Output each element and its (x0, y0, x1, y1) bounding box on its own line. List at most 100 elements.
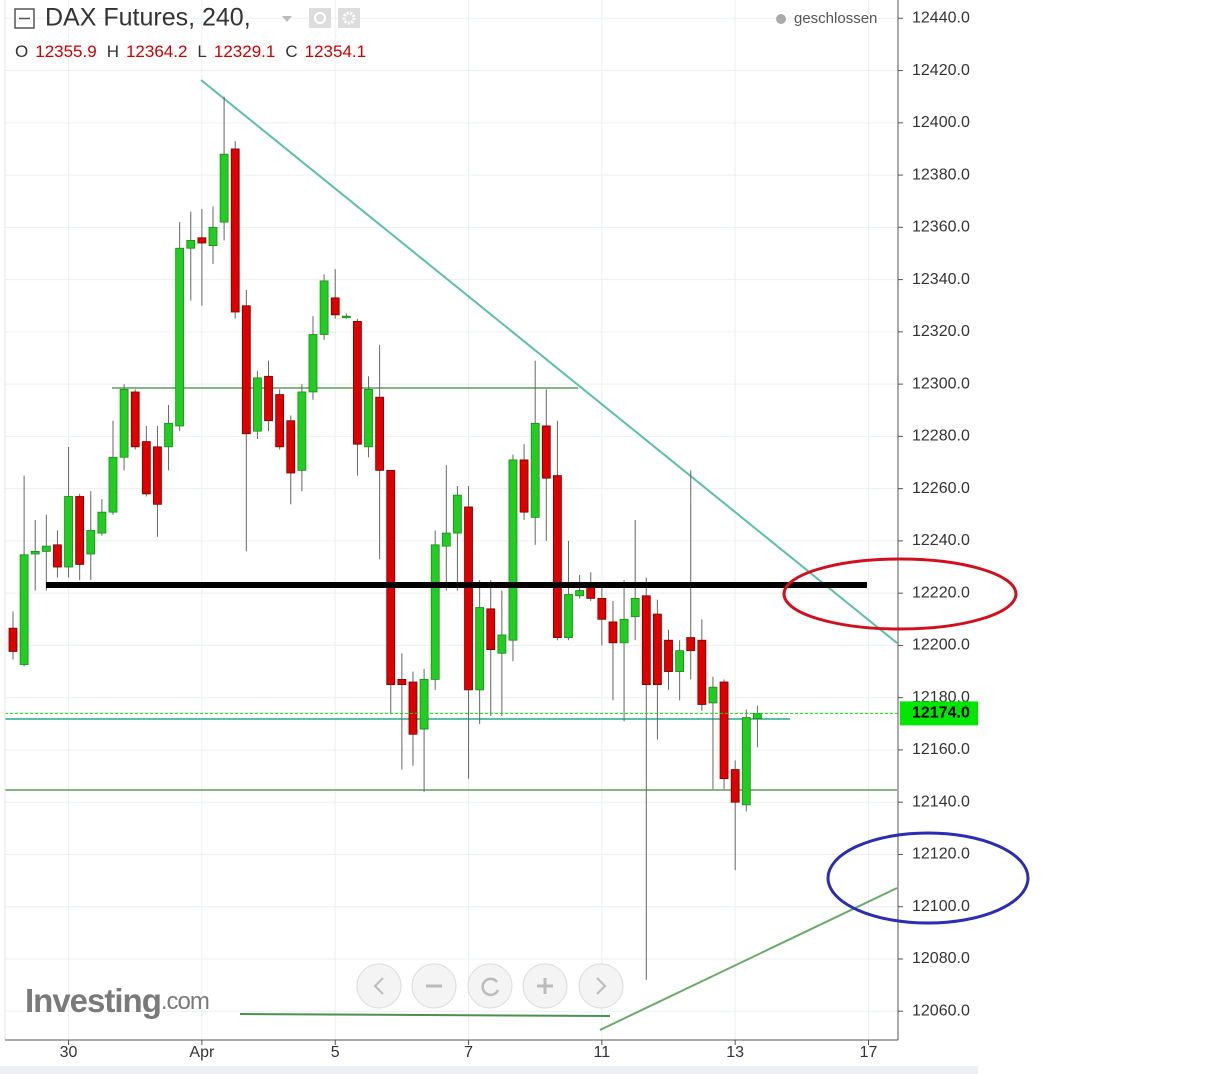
candle-body (697, 639, 707, 705)
candle-body (86, 530, 96, 555)
icon (537, 978, 553, 994)
candle-body (719, 681, 729, 780)
candle-body (164, 422, 173, 448)
y-tick-label: 12100.0 (912, 898, 970, 915)
candle-body (553, 475, 562, 638)
icon (373, 977, 384, 995)
candle-body (397, 678, 407, 686)
y-tick-label: 12440.0 (912, 10, 970, 27)
candle-body (297, 391, 307, 471)
chart-title: DAX Futures, 240, (45, 4, 251, 32)
ohlc-value: 12355.9 (35, 42, 96, 61)
y-tick-label: 12120.0 (912, 846, 970, 863)
candle-body (153, 446, 162, 505)
candle-body (641, 595, 651, 686)
x-tick-label: 17 (860, 1044, 878, 1061)
ohlc-values: O 12355.9 H 12364.2 L 12329.1 C 12354.1 (15, 42, 366, 61)
candle-body (519, 459, 529, 513)
candle-body (475, 607, 485, 691)
brand: Investing (25, 982, 161, 1019)
candle-body (64, 496, 73, 568)
candle-body (508, 459, 518, 641)
scroll-right-button[interactable] (578, 963, 624, 1009)
candle-body (8, 627, 18, 652)
scroll-left-button[interactable] (356, 963, 402, 1009)
grid (5, 0, 898, 1040)
candle-body (530, 422, 540, 518)
ohlc-value: 12329.1 (214, 42, 275, 61)
candle-body (208, 226, 218, 247)
settings-button[interactable] (338, 8, 360, 28)
candle-body (253, 377, 262, 432)
candle-body (686, 637, 696, 652)
candle-body (408, 681, 418, 735)
bottom-strip (0, 1066, 978, 1074)
candle-body (175, 247, 185, 427)
y-tick-label: 12300.0 (912, 375, 970, 392)
candle-body (497, 634, 507, 654)
y-tick-label: 12140.0 (912, 793, 970, 810)
y-tick-label: 12420.0 (912, 62, 970, 79)
icon (481, 977, 500, 997)
candle-body (230, 148, 240, 313)
candle-body (186, 240, 196, 249)
trendline (599, 887, 898, 1031)
candle-body (575, 590, 585, 597)
trendline (239, 1013, 611, 1017)
y-tick-label: 12400.0 (912, 114, 970, 131)
x-tick-label: 5 (331, 1044, 340, 1061)
candle-body (130, 391, 140, 448)
candle-body (308, 334, 318, 393)
eye-button[interactable] (309, 8, 331, 28)
candle-body (486, 608, 496, 651)
y-tick-label: 12060.0 (912, 1002, 970, 1019)
icon (596, 977, 607, 995)
y-tick-label: 12280.0 (912, 428, 970, 445)
x-tick-label: 7 (464, 1044, 473, 1061)
candle-body (730, 769, 740, 803)
ohlc-value: 12364.2 (126, 42, 187, 61)
y-tick-label: 12260.0 (912, 480, 970, 497)
candle-body (675, 650, 685, 672)
y-tick-label: 12360.0 (912, 219, 970, 236)
market-status: geschlossen (794, 10, 877, 27)
candle-body (741, 717, 751, 806)
y-tick-label: 12220.0 (912, 584, 970, 601)
candle-body (219, 153, 229, 223)
price-tag-group: 12174.0 (900, 701, 978, 726)
candle-body (653, 613, 662, 686)
candle-body (264, 375, 273, 422)
candle-body (75, 496, 85, 565)
candle-body (364, 388, 373, 448)
trendline (200, 79, 898, 644)
x-tick-label: Apr (189, 1044, 215, 1061)
candle-body (141, 441, 151, 495)
candle-body (341, 315, 351, 319)
highlight-ellipse (826, 831, 1030, 925)
candle-body (630, 597, 640, 618)
ohlc-header: O 12355.9 H 12364.2 L 12329.1 C 12354.1 (15, 42, 366, 61)
y-tick-label: 12160.0 (912, 741, 970, 758)
status-dot (776, 14, 786, 24)
axes: 12060.0 12080.0 12100.0 12120.0 12140.0 12160… (60, 10, 970, 1062)
candle-body (97, 511, 107, 534)
y-tick-label: 12340.0 (912, 271, 970, 288)
y-tick-label: 12200.0 (912, 637, 970, 654)
ohlc-label: H (107, 42, 119, 61)
reset-button[interactable] (467, 963, 513, 1009)
candle-body (464, 506, 473, 691)
dropdown-arrow[interactable] (282, 16, 292, 22)
candle-body (30, 550, 40, 555)
candle-body (430, 544, 440, 680)
ohlc-label: O (15, 42, 28, 61)
ohlc-value: 12354.1 (305, 42, 366, 61)
candle-body (275, 394, 285, 448)
candle-body (286, 420, 296, 474)
candle-body (53, 544, 62, 568)
candle-body (241, 305, 251, 435)
candle-body (541, 425, 551, 479)
candle-body (664, 639, 673, 672)
candle-body (453, 494, 462, 534)
